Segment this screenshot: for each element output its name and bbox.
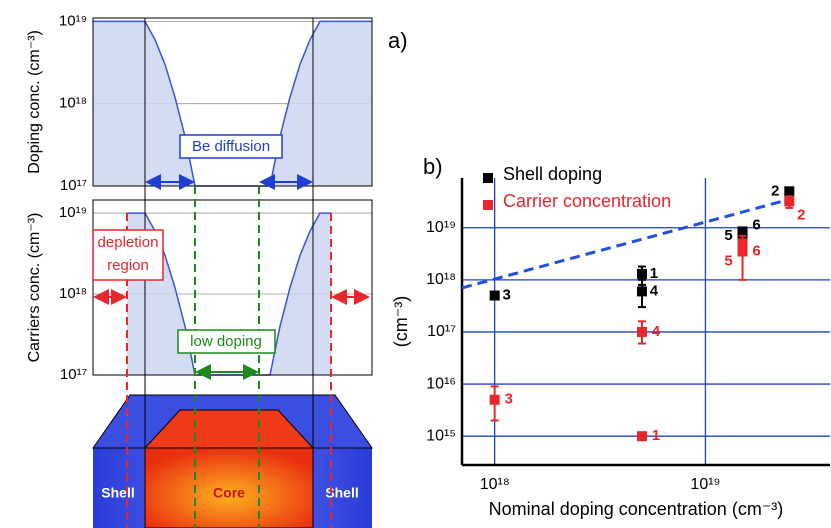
point-label: 2 — [771, 182, 779, 199]
panel-label: b) — [423, 154, 443, 179]
x-tick-label: 10¹⁸ — [480, 476, 510, 493]
callout: Be diffusion — [192, 138, 270, 155]
fit-line — [461, 197, 790, 290]
y-tick-label: 10¹⁸ — [426, 271, 456, 288]
y-tick-label: 10¹⁹ — [59, 204, 87, 221]
y-tick-label: 10¹⁶ — [426, 375, 456, 392]
marker — [636, 268, 647, 279]
x-axis-label: Nominal doping concentration (cm⁻³) — [489, 499, 784, 519]
y-tick-label: 10¹⁷ — [60, 366, 87, 383]
marker — [737, 246, 748, 257]
shell-label: Shell — [101, 485, 134, 501]
y-tick-label: 10¹⁷ — [427, 323, 456, 340]
legend-label: Carrier concentration — [503, 191, 671, 211]
marker — [489, 394, 500, 405]
marker — [636, 431, 647, 442]
point-label: 6 — [752, 216, 760, 233]
marker — [784, 186, 795, 197]
marker — [737, 226, 748, 237]
core-label: Core — [213, 485, 245, 501]
point-label: 2 — [797, 206, 805, 223]
callout: region — [107, 257, 149, 274]
point-label: 4 — [650, 282, 659, 299]
y-axis-label: Carriers conc. (cm⁻³) — [26, 213, 43, 363]
panel-label: a) — [388, 28, 408, 53]
guides — [93, 18, 370, 528]
frame — [92, 17, 373, 187]
area-fill — [93, 21, 372, 187]
callout-box — [92, 229, 164, 281]
legend-marker — [483, 173, 493, 183]
core-shell-diagram: Shell Core Shell — [92, 394, 373, 528]
marker — [636, 326, 647, 337]
y-tick-label: 10¹⁵ — [426, 427, 456, 444]
point-label: 1 — [650, 265, 658, 282]
point-label: 4 — [652, 323, 661, 340]
core-body — [144, 447, 314, 528]
y-axis-label: (cm⁻³) — [391, 296, 411, 347]
y-axis-label: Doping conc. (cm⁻³) — [26, 30, 43, 174]
y-tick-label: 10¹⁹ — [426, 219, 456, 236]
point-label: 3 — [504, 391, 512, 408]
shell-label: Shell — [325, 485, 358, 501]
marker — [636, 286, 647, 297]
y-tick-label: 10¹⁸ — [59, 285, 87, 302]
marker — [784, 196, 795, 207]
point-label: 5 — [724, 227, 732, 244]
point-label: 6 — [752, 242, 760, 259]
legend-marker — [483, 200, 493, 210]
x-tick-label: 10¹⁹ — [690, 476, 720, 493]
marker — [737, 238, 748, 249]
point-label: 3 — [502, 287, 510, 304]
y-tick-label: 10¹⁸ — [59, 95, 87, 112]
y-tick-label: 10¹⁷ — [60, 177, 87, 194]
callout-box — [177, 329, 276, 354]
callout-box — [179, 134, 283, 159]
point-label: 1 — [652, 427, 660, 444]
y-tick-label: 10¹⁹ — [59, 12, 87, 29]
legend-label: Shell doping — [503, 164, 602, 184]
callout: depletion — [98, 234, 159, 251]
marker — [489, 290, 500, 301]
point-label: 5 — [724, 252, 732, 269]
callout: low doping — [190, 333, 262, 350]
